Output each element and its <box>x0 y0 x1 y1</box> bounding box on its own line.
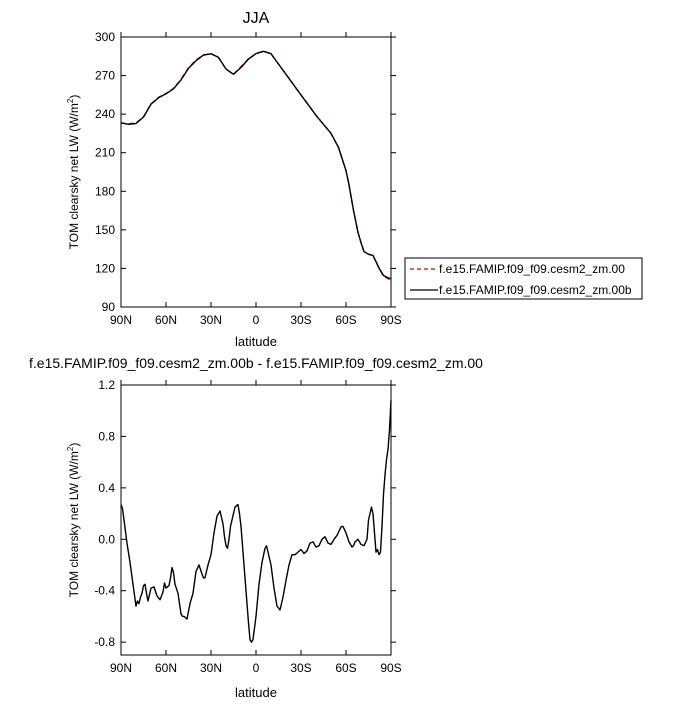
y-tick-label: 90 <box>102 300 116 314</box>
y-tick-label: 210 <box>95 146 115 160</box>
legend: f.e15.FAMIP.f09_f09.cesm2_zm.00 f.e15.FA… <box>404 257 643 300</box>
y-ticks: 90 120 150 180 210 240 270 300 <box>95 30 396 314</box>
x-tick-label: 90N <box>110 661 132 675</box>
y-tick-label: 180 <box>95 184 115 198</box>
x-tick-label: 90S <box>380 313 401 327</box>
chart-title: f.e15.FAMIP.f09_f09.cesm2_zm.00b - f.e15… <box>29 355 483 371</box>
y-axis-label-main: TOM clearsky net LW (W/m <box>67 451 81 597</box>
x-tick-label: 30N <box>200 313 222 327</box>
y-tick-label: 150 <box>95 223 115 237</box>
legend-label-series-00: f.e15.FAMIP.f09_f09.cesm2_zm.00 <box>439 262 625 276</box>
y-axis-label-sup: 2 <box>66 446 75 451</box>
y-tick-label: 300 <box>95 30 115 44</box>
y-axis-label-main: TOM clearsky net LW (W/m <box>67 103 81 249</box>
y-tick-label: 0.4 <box>98 481 115 495</box>
x-tick-label: 90N <box>110 313 132 327</box>
x-tick-label: 0 <box>253 313 260 327</box>
x-tick-label: 60N <box>155 661 177 675</box>
y-tick-label: 0.0 <box>98 532 115 546</box>
series-lines <box>120 50 392 281</box>
chart-title: JJA <box>243 10 270 27</box>
y-tick-label: 0.8 <box>98 429 115 443</box>
y-axis-label: TOM clearsky net LW (W/m2) <box>66 95 81 250</box>
x-tick-label: 60S <box>335 313 356 327</box>
x-tick-label: 30N <box>200 661 222 675</box>
series-line-0 <box>120 400 392 643</box>
x-ticks: 90N 60N 30N 0 30S 60S 90S <box>110 380 402 675</box>
y-ticks: -0.8 -0.4 0.0 0.4 0.8 1.2 <box>94 378 396 649</box>
y-axis-label: TOM clearsky net LW (W/m2) <box>66 443 81 598</box>
x-axis-label: latitude <box>235 685 277 700</box>
legend-label-series-00b: f.e15.FAMIP.f09_f09.cesm2_zm.00b <box>439 283 632 297</box>
y-tick-label: -0.8 <box>94 635 115 649</box>
y-tick-label: 270 <box>95 69 115 83</box>
x-tick-label: 30S <box>290 661 311 675</box>
series-lines <box>120 400 392 643</box>
y-tick-label: 120 <box>95 261 115 275</box>
x-axis-label: latitude <box>235 334 277 349</box>
y-axis-label-tail: ) <box>67 95 81 99</box>
y-tick-label: -0.4 <box>94 584 115 598</box>
y-axis-label-tail: ) <box>67 443 81 447</box>
x-tick-label: 60S <box>335 661 356 675</box>
legend-box <box>404 257 643 300</box>
y-tick-label: 240 <box>95 107 115 121</box>
chart-difference: f.e15.FAMIP.f09_f09.cesm2_zm.00b - f.e15… <box>29 355 483 700</box>
x-tick-label: 0 <box>253 661 260 675</box>
x-tick-label: 30S <box>290 313 311 327</box>
x-tick-label: 60N <box>155 313 177 327</box>
y-axis-label-sup: 2 <box>66 98 75 103</box>
plot-frame <box>120 36 392 308</box>
series-line-0 <box>120 50 392 281</box>
x-tick-label: 90S <box>380 661 401 675</box>
chart-climatology: JJA 90 120 150 180 210 240 270 300 90N 60N 30N 0 30… <box>66 10 643 349</box>
x-ticks: 90N 60N 30N 0 30S 60S 90S <box>110 32 402 327</box>
series-line-1 <box>120 50 392 280</box>
y-tick-label: 1.2 <box>98 378 115 392</box>
